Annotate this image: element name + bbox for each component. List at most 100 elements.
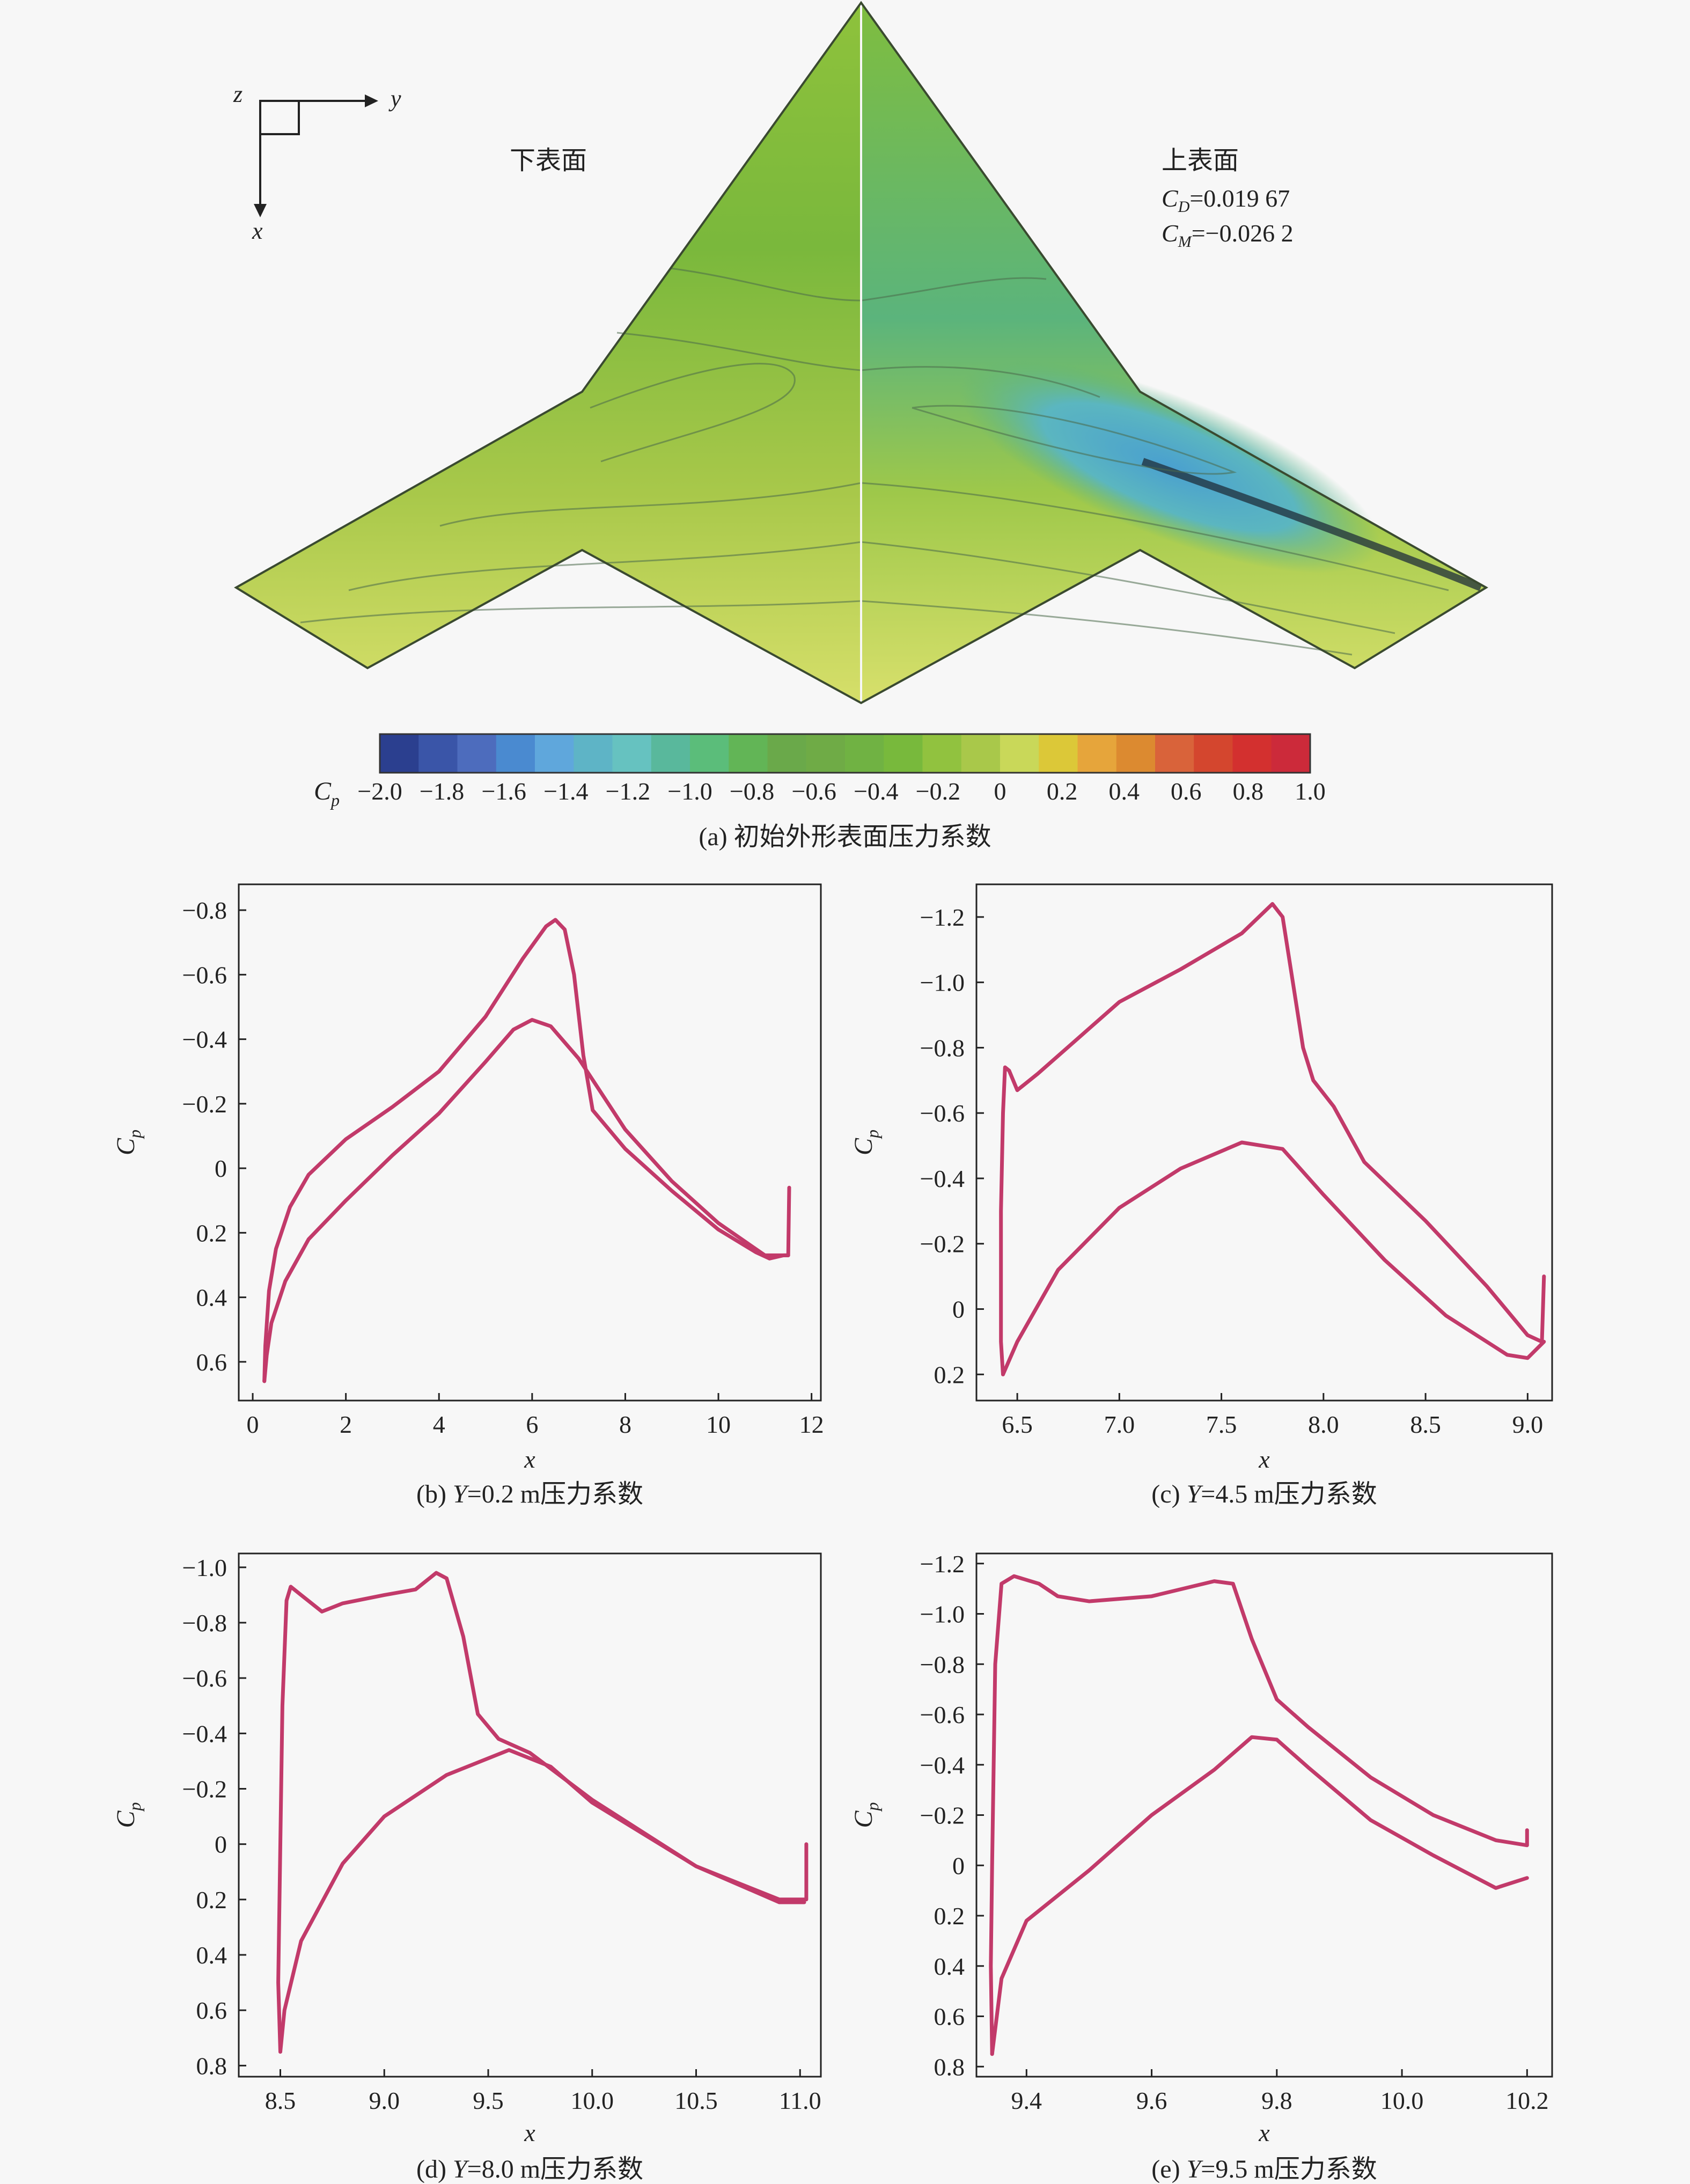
colorbar-swatch bbox=[1116, 734, 1156, 773]
colorbar-tick-label: −1.6 bbox=[481, 778, 526, 805]
x-tick-label: 12 bbox=[799, 1411, 824, 1438]
colorbar-tick-label: −0.2 bbox=[916, 778, 960, 805]
y-axis-label: Cp bbox=[849, 1130, 882, 1155]
x-tick-label: 6.5 bbox=[1002, 1411, 1033, 1438]
chart-caption: (d) Y=8.0 m压力系数 bbox=[416, 2155, 643, 2183]
y-tick-label: 0.4 bbox=[196, 1284, 227, 1311]
colorbar-tick-label: −0.6 bbox=[791, 778, 836, 805]
wing-outline bbox=[234, 1, 1488, 705]
colorbar-swatch bbox=[380, 734, 419, 773]
colorbar-swatch bbox=[1232, 734, 1272, 773]
chart-caption: (b) Y=0.2 m压力系数 bbox=[416, 1480, 643, 1508]
y-tick-label: −0.4 bbox=[920, 1751, 965, 1779]
x-tick-label: 11.0 bbox=[779, 2087, 821, 2114]
lower-surface-label: 下表面 bbox=[510, 146, 587, 175]
y-tick-label: −0.6 bbox=[182, 961, 227, 988]
colorbar-swatch bbox=[1155, 734, 1194, 773]
colorbar-swatch bbox=[612, 734, 652, 773]
colorbar-swatch bbox=[418, 734, 458, 773]
panel-a: z y x 下表面 上表面 CD=0.019 67 bbox=[233, 1, 1488, 851]
x-axis-label: x bbox=[1258, 1446, 1270, 1473]
colorbar-swatch bbox=[922, 734, 962, 773]
colorbar-swatch bbox=[457, 734, 497, 773]
x-tick-label: 10 bbox=[706, 1411, 731, 1438]
y-tick-label: −1.2 bbox=[920, 904, 965, 931]
y-tick-label: −1.2 bbox=[920, 1550, 965, 1578]
x-tick-label: 10.0 bbox=[1380, 2087, 1424, 2114]
chart-panel: 8.5 9.0 9.5 10.0 10.5 11.0 −1.0 −0.8 −0.6 −0.4 −0.… bbox=[112, 1552, 822, 2183]
y-axis-label: Cp bbox=[112, 1130, 144, 1155]
plot-frame bbox=[238, 1552, 822, 2078]
upper-surface-label: 上表面 bbox=[1162, 146, 1239, 175]
y-tick-label: −0.8 bbox=[182, 1609, 227, 1637]
contour-lines bbox=[300, 267, 1449, 656]
colorbar: −2.0 −1.8 −1.6 −1.4 −1.2 −1.0 −0.8 −0.6 −0.4 −0.2… bbox=[357, 733, 1326, 805]
x-tick-label: 2 bbox=[340, 1411, 352, 1438]
y-tick-label: 0.2 bbox=[934, 1902, 965, 1930]
x-tick-label: 9.4 bbox=[1011, 2087, 1042, 2114]
colorbar-tick-label: −1.0 bbox=[667, 778, 712, 805]
y-tick-label: −0.6 bbox=[920, 1100, 965, 1127]
colorbar-swatch bbox=[535, 734, 574, 773]
chart-panel: 6.5 7.0 7.5 8.0 8.5 9.0 −1.2 −1.0 −0.8 −0.6 −0.4 −0… bbox=[849, 883, 1553, 1508]
x-tick-label: 10.5 bbox=[674, 2087, 718, 2114]
y-tick-label: 0 bbox=[952, 1296, 965, 1323]
colorbar-tick-label: −0.8 bbox=[730, 778, 774, 805]
y-tick-label: 0.6 bbox=[196, 1348, 227, 1376]
plot-frame bbox=[975, 1552, 1553, 2078]
y-tick-label: −0.4 bbox=[182, 1026, 227, 1053]
y-tick-label: −1.0 bbox=[920, 1601, 965, 1628]
caption-a: (a) 初始外形表面压力系数 bbox=[699, 823, 991, 851]
colorbar-tick-label: 1.0 bbox=[1295, 778, 1326, 805]
colorbar-tick-label: 0.2 bbox=[1047, 778, 1078, 805]
x-tick-label: 9.8 bbox=[1261, 2087, 1292, 2114]
chart-caption: (e) Y=9.5 m压力系数 bbox=[1151, 2155, 1377, 2183]
x-tick-label: 4 bbox=[433, 1411, 445, 1438]
pressure-charts: 0 2 4 6 8 10 12 −0.8 −0.6 −0.4 −0.2 0 0.2 0.4 0.6 x Cp (b… bbox=[112, 883, 1553, 2183]
cp-series-line bbox=[276, 1571, 809, 2054]
wing-upper-surface bbox=[861, 3, 1486, 703]
colorbar-swatch bbox=[806, 734, 846, 773]
y-tick-label: 0.4 bbox=[934, 1953, 965, 1980]
y-tick-label: 0.4 bbox=[196, 1941, 227, 1969]
y-tick-label: 0.6 bbox=[196, 1997, 227, 2024]
y-tick-label: −0.2 bbox=[182, 1775, 227, 1802]
x-axis-label: x bbox=[524, 1446, 535, 1473]
colorbar-symbol: Cp bbox=[314, 777, 340, 810]
cd-label: CD=0.019 67 bbox=[1162, 185, 1290, 216]
colorbar-tick-label: 0.4 bbox=[1108, 778, 1140, 805]
colorbar-tick-label: −1.4 bbox=[543, 778, 588, 805]
y-tick-label: −0.2 bbox=[182, 1090, 227, 1118]
y-tick-label: −0.4 bbox=[920, 1165, 965, 1192]
colorbar-swatch bbox=[729, 734, 768, 773]
colorbar-swatch bbox=[845, 734, 884, 773]
chart-panel: 0 2 4 6 8 10 12 −0.8 −0.6 −0.4 −0.2 0 0.2 0.4 0.6 x Cp (b… bbox=[112, 883, 824, 1508]
x-tick-label: 8 bbox=[619, 1411, 631, 1438]
x-tick-label: 10.0 bbox=[571, 2087, 614, 2114]
x-tick-label: 0 bbox=[247, 1411, 259, 1438]
x-tick-label: 9.6 bbox=[1136, 2087, 1167, 2114]
y-tick-label: 0.2 bbox=[934, 1361, 965, 1388]
y-tick-label: −0.2 bbox=[920, 1802, 965, 1829]
colorbar-tick-label: −1.8 bbox=[420, 778, 464, 805]
wing-lower-surface bbox=[236, 3, 861, 703]
colorbar-tick-label: 0.6 bbox=[1171, 778, 1202, 805]
y-tick-label: 0.6 bbox=[934, 2003, 965, 2031]
x-tick-label: 8.5 bbox=[265, 2087, 296, 2114]
cp-series-line bbox=[1001, 1140, 1546, 1376]
chart-panel: 9.4 9.6 9.8 10.0 10.2 −1.2 −1.0 −0.8 −0.6 −0.4 −0.… bbox=[849, 1550, 1553, 2183]
x-tick-label: 9.5 bbox=[473, 2087, 504, 2114]
y-tick-label: 0.2 bbox=[196, 1886, 227, 1914]
colorbar-swatch bbox=[1194, 734, 1233, 773]
x-tick-label: 7.0 bbox=[1104, 1411, 1135, 1438]
y-tick-label: −0.8 bbox=[920, 1034, 965, 1061]
colorbar-swatch bbox=[1077, 734, 1117, 773]
y-tick-label: 0 bbox=[215, 1831, 227, 1858]
x-tick-label: 7.5 bbox=[1206, 1411, 1237, 1438]
x-tick-label: 8.5 bbox=[1410, 1411, 1441, 1438]
colorbar-swatch bbox=[651, 734, 690, 773]
y-tick-label: −0.2 bbox=[920, 1230, 965, 1258]
colorbar-swatch bbox=[1039, 734, 1078, 773]
y-tick-label: −1.0 bbox=[182, 1554, 227, 1581]
y-tick-label: −0.6 bbox=[920, 1701, 965, 1728]
